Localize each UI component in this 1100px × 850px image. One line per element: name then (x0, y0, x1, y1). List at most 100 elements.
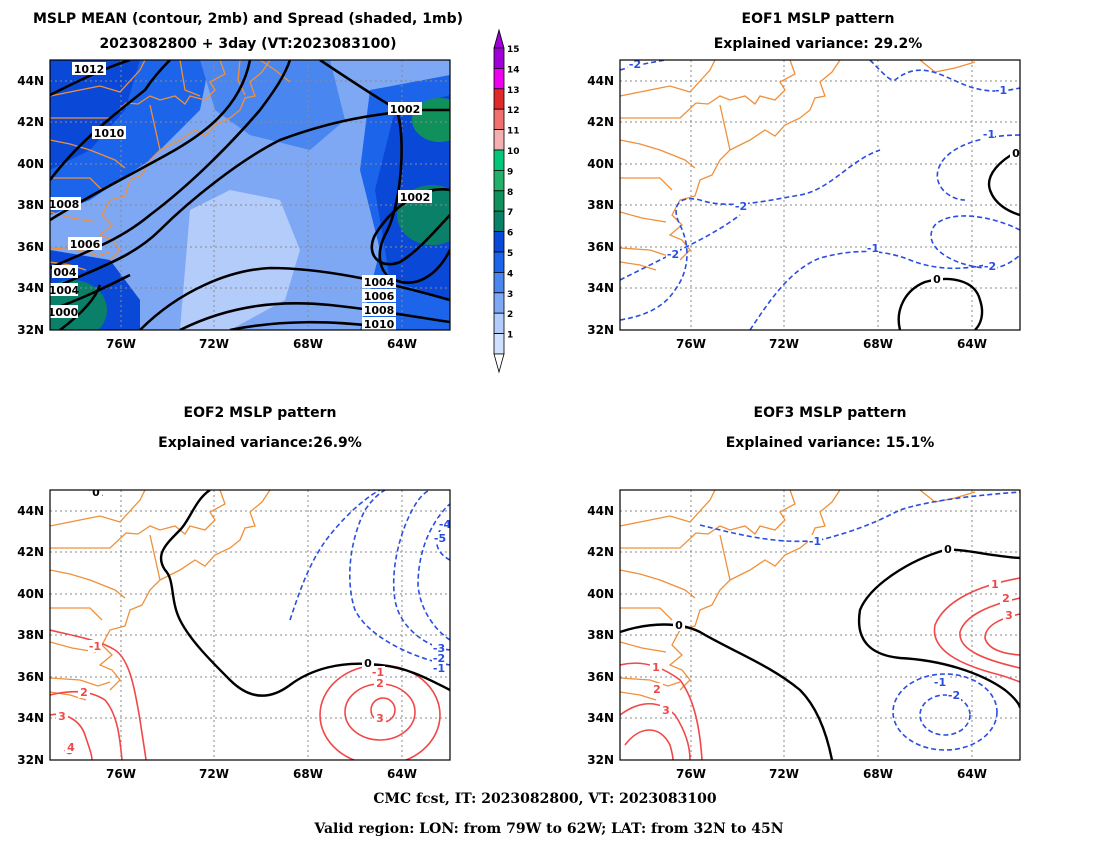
panel-eof1-subtitle: Explained variance: 29.2% (714, 36, 923, 52)
y-tick-label: 34N (587, 711, 614, 725)
contour-label: -2 (629, 58, 641, 71)
x-tick-label: 76W (676, 767, 706, 781)
panel-eof3: EOF3 MSLP pattern Explained variance: 15… (587, 405, 1021, 781)
colorbar-swatch (493, 210, 505, 232)
colorbar-swatch (493, 108, 505, 130)
footer-valid-region: Valid region: LON: from 79W to 62W; LAT:… (313, 821, 783, 837)
panel-eof2-y-ticks: 44N 42N 40N 38N 36N 34N 32N (17, 504, 44, 767)
contour-label: 0 (933, 273, 941, 286)
panel-mean-y-ticks: 44N 42N 40N 38N 36N 34N 32N (17, 74, 44, 337)
contour-label: -1 (934, 676, 946, 689)
contour-label: 2 (80, 686, 88, 699)
spread-shade-band-2-center (180, 190, 300, 330)
colorbar-swatch (493, 190, 505, 212)
contour-label: -2 (948, 689, 960, 702)
x-tick-label: 68W (293, 767, 323, 781)
colorbar-bottom-arrow (493, 353, 505, 374)
x-tick-label: 72W (769, 767, 799, 781)
x-tick-label: 76W (106, 337, 136, 351)
negative-contours (289, 490, 450, 666)
zero-contours (620, 548, 1020, 760)
panel-eof2-title: EOF2 MSLP pattern (184, 405, 337, 421)
y-tick-label: 44N (17, 504, 44, 518)
contour-label: -4 (439, 518, 452, 531)
contour-label: -2 (735, 200, 747, 213)
colorbar-swatch (493, 333, 505, 355)
panel-eof1-title: EOF1 MSLP pattern (742, 11, 895, 27)
contour-label: 1012 (74, 63, 105, 76)
contour-label: 3 (1005, 609, 1013, 622)
negative-contours (620, 60, 1020, 330)
colorbar-label: 3 (507, 290, 513, 300)
panel-mean-x-ticks: 76W 72W 68W 64W (106, 337, 417, 351)
colorbar-label: 15 (507, 45, 520, 55)
contour-label: 1008 (364, 304, 395, 317)
panel-mean-frame (49, 59, 451, 331)
coastline (50, 490, 271, 701)
panel-eof2-subtitle: Explained variance:26.9% (158, 435, 362, 451)
colorbar-label: 6 (507, 229, 513, 239)
contour-label: 0 (675, 619, 683, 632)
contour-label: -1 (983, 128, 995, 141)
contour-label: -2 (433, 652, 445, 665)
contour-label: -1 (372, 666, 384, 679)
colorbar-top-arrow (493, 28, 505, 49)
colorbar-label: 4 (507, 269, 513, 279)
contour-label: 0 (92, 486, 100, 499)
panel-eof3-y-ticks: 44N 42N 40N 38N 36N 34N 32N (587, 504, 614, 767)
contour-label: 1010 (364, 318, 395, 331)
contour-label: -1 (809, 535, 821, 548)
negative-contours (699, 491, 1020, 751)
y-tick-label: 40N (17, 157, 44, 171)
mean-contour-labels: 1012 1010 1008 1006 004 1004 1000 1002 1… (50, 62, 432, 331)
spread-shade-band-3-n (200, 60, 345, 150)
y-tick-label: 44N (17, 74, 44, 88)
contour-label: -1 (867, 242, 879, 255)
colorbar: 15 14 13 12 11 10 9 8 7 6 5 4 3 2 1 (493, 28, 520, 374)
gridlines (50, 490, 450, 760)
panel-eof1-frame (619, 59, 1021, 331)
contour-label: 3 (376, 712, 384, 725)
panel-eof3-x-ticks: 76W 72W 68W 64W (676, 767, 987, 781)
y-tick-label: 38N (17, 628, 44, 642)
contour-label: -2 (667, 248, 679, 261)
y-tick-label: 34N (17, 711, 44, 725)
contour-label: 0 (364, 657, 372, 670)
zero-contours (897, 148, 1020, 330)
panel-eof1-x-ticks: 76W 72W 68W 64W (676, 337, 987, 351)
colorbar-label: 5 (507, 249, 513, 259)
colorbar-label: 1 (507, 331, 513, 341)
contour-label: 1 (991, 578, 999, 591)
contour-label: 4 (67, 741, 75, 754)
y-tick-label: 32N (587, 753, 614, 767)
x-tick-label: 72W (199, 767, 229, 781)
colorbar-swatch (493, 231, 505, 253)
colorbar-label: 8 (507, 188, 513, 198)
panel-eof1: EOF1 MSLP pattern Explained variance: 29… (587, 11, 1021, 351)
panel-eof2-frame (49, 489, 451, 761)
panel-eof3-frame (619, 489, 1021, 761)
colorbar-swatch (493, 312, 505, 335)
contour-label: -3 (433, 642, 445, 655)
colorbar-swatch (493, 169, 505, 192)
contour-label: 1002 (390, 103, 421, 116)
y-tick-label: 42N (587, 545, 614, 559)
x-tick-label: 64W (387, 337, 417, 351)
panel-eof3-title: EOF3 MSLP pattern (754, 405, 907, 421)
contour-label: 004 (54, 266, 77, 279)
colorbar-swatch (493, 292, 505, 314)
contour-label: 0 (944, 543, 952, 556)
coastline (620, 60, 976, 271)
footer-forecast-info: CMC fcst, IT: 2023082800, VT: 2023083100 (373, 791, 716, 807)
contour-label: 3 (662, 704, 670, 717)
y-tick-label: 32N (17, 323, 44, 337)
colorbar-label: 14 (507, 65, 520, 75)
y-tick-label: 34N (17, 281, 44, 295)
coastline (620, 490, 976, 701)
x-tick-label: 68W (863, 767, 893, 781)
contour-label: 3 (58, 710, 66, 723)
panel-eof2-x-ticks: 76W 72W 68W 64W (106, 767, 417, 781)
contour-label: 1010 (94, 127, 125, 140)
y-tick-label: 42N (17, 545, 44, 559)
colorbar-swatch (493, 68, 505, 90)
